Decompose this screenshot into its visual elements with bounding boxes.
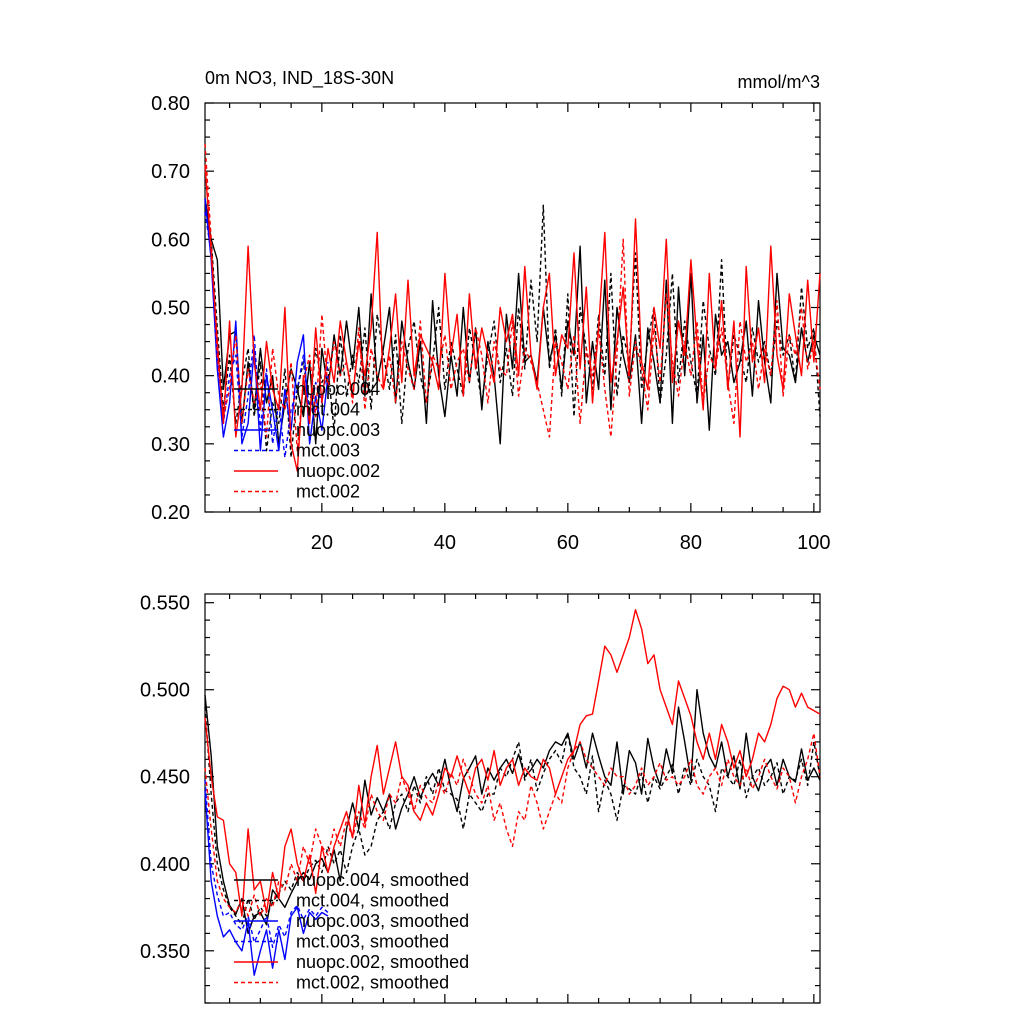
legend-label: nuopc.004 (296, 379, 380, 399)
y-tick-label: 0.70 (151, 161, 190, 183)
top-plot: 20 40 60 80 100 0.20 0.30 0.40 0.50 0.60 0.70 0.80 n… (151, 93, 830, 554)
legend-label: nuopc.003 (296, 420, 380, 440)
legend-label: mct.003 (296, 441, 360, 461)
y-tick-label: 0.30 (151, 434, 190, 456)
x-tick-label: 80 (680, 532, 702, 554)
y-tick-label: 0.500 (140, 680, 190, 702)
top-chart-units: mmol/m^3 (738, 72, 820, 92)
series-line-1 (204, 689, 821, 935)
y-tick-label: 0.20 (151, 502, 190, 524)
y-tick-label: 0.450 (140, 767, 190, 789)
x-tick-label: 100 (797, 532, 830, 554)
x-tick-label: 60 (557, 532, 579, 554)
legend-label: mct.002, smoothed (296, 973, 449, 993)
legend-label: nuopc.003, smoothed (296, 911, 469, 931)
series-line-3 (204, 790, 329, 976)
legend-label: mct.003, smoothed (296, 932, 449, 952)
x-tick-label: 40 (434, 532, 456, 554)
legend-label: mct.004 (296, 400, 360, 420)
series-line-6 (204, 143, 821, 452)
y-tick-label: 0.400 (140, 854, 190, 876)
x-tick-label: 20 (311, 532, 333, 554)
series-line-4 (204, 211, 329, 459)
legend: nuopc.004mct.004nuopc.003mct.003nuopc.00… (234, 379, 380, 502)
legend-label: mct.004, smoothed (296, 891, 449, 911)
legend-label: nuopc.004, smoothed (296, 870, 469, 890)
y-tick-label: 0.350 (140, 941, 190, 963)
legend-label: mct.002 (296, 482, 360, 502)
legend-label: nuopc.002 (296, 461, 380, 481)
series-line-4 (204, 780, 329, 948)
y-tick-label: 0.80 (151, 93, 190, 115)
y-tick-label: 0.50 (151, 298, 190, 320)
series-line-5 (204, 164, 821, 472)
series-line-5 (204, 609, 821, 917)
bottom-plot: 0.350 0.400 0.450 0.500 0.550 nuopc.004, smoo… (140, 593, 821, 1004)
y-tick-label: 0.40 (151, 366, 190, 388)
y-tick-label: 0.60 (151, 229, 190, 251)
y-tick-label: 0.550 (140, 593, 190, 615)
legend-label: nuopc.002, smoothed (296, 952, 469, 972)
series-line-6 (204, 732, 821, 917)
top-chart-title: 0m NO3, IND_18S-30N (205, 68, 394, 89)
